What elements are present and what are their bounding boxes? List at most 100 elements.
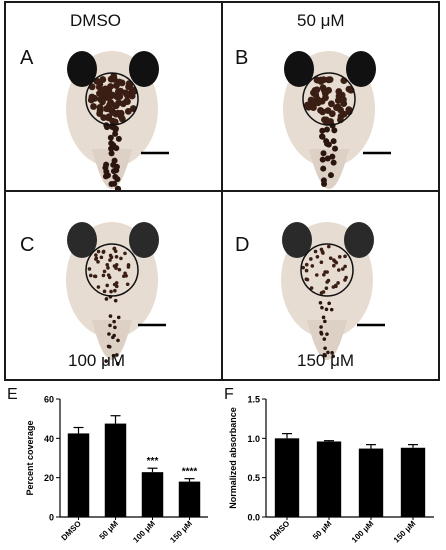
pigment-dot xyxy=(324,155,331,162)
pigment-dot xyxy=(325,76,333,84)
pigment-dot xyxy=(309,286,314,290)
pigment-dot xyxy=(319,84,327,92)
x-tick-label: 150 μM xyxy=(168,519,194,545)
y-axis-label: Normalized absorbance xyxy=(228,407,238,509)
pigment-dot xyxy=(93,274,98,279)
pigment-dot xyxy=(322,272,326,277)
pigment-dot xyxy=(96,285,101,289)
pigment-dot xyxy=(114,254,119,259)
pigment-dot xyxy=(319,108,326,116)
pigment-dot xyxy=(331,127,338,134)
pigment-dot xyxy=(334,97,342,104)
pigment-dot xyxy=(326,244,331,249)
y-tick-label: 1.5 xyxy=(247,395,260,405)
image-panel-b: 50 μM B xyxy=(221,1,440,192)
pigment-dot xyxy=(330,159,337,166)
pigment-dot xyxy=(107,100,115,108)
pigment-dot xyxy=(111,157,118,164)
pigment-dot xyxy=(116,338,120,343)
pigment-dot xyxy=(313,249,318,254)
pigment-dot xyxy=(105,263,110,267)
pigment-dot xyxy=(99,255,104,260)
pigment-dot xyxy=(105,105,113,113)
pigment-dot xyxy=(337,255,342,259)
pigment-dot xyxy=(115,353,119,357)
panel-letter: C xyxy=(20,234,35,256)
pigment-dot xyxy=(112,173,119,180)
pigment-dot xyxy=(102,269,107,274)
pigment-dot xyxy=(110,168,117,175)
pigment-dot xyxy=(320,177,327,184)
pigment-dot xyxy=(116,315,121,320)
y-tick-label: 0.0 xyxy=(247,513,260,523)
pigment-dot xyxy=(319,156,326,163)
pigment-dot xyxy=(125,282,130,287)
larva-trunk xyxy=(92,320,132,360)
pigment-dot xyxy=(304,262,309,267)
y-axis-label: Percent coverage xyxy=(25,420,35,495)
pigment-dot xyxy=(323,346,327,351)
larva-image-dmso xyxy=(66,51,169,190)
x-tick-label: DMSO xyxy=(268,519,291,542)
pigment-dot xyxy=(88,273,93,278)
larva-trunk xyxy=(309,149,349,189)
pigment-dot xyxy=(323,270,327,274)
pigment-dot xyxy=(304,101,311,109)
y-tick-label: 40 xyxy=(44,434,54,444)
pigment-dot xyxy=(313,76,321,84)
pigment-dot xyxy=(113,93,121,101)
pigment-dot xyxy=(112,110,120,118)
pigment-dot xyxy=(322,352,327,357)
pigment-dot xyxy=(128,92,136,100)
eye-right xyxy=(129,51,159,87)
pigment-dot xyxy=(326,350,330,355)
pigment-dot xyxy=(339,96,347,104)
pigment-dot xyxy=(90,103,97,110)
pigment-dot xyxy=(320,76,328,84)
pigment-dot xyxy=(110,75,118,83)
x-tick-label: 150 μM xyxy=(392,519,418,545)
pigment-dot xyxy=(325,332,329,336)
pigment-dot xyxy=(94,256,99,260)
pigment-dot xyxy=(100,114,108,122)
image-panel-c: 100 μM C xyxy=(4,190,223,381)
eye-right xyxy=(344,222,374,258)
pigment-dot xyxy=(315,254,320,259)
bar xyxy=(316,441,342,517)
chart-panel-letter-e: E xyxy=(7,386,18,403)
panel-concentration-label: 150 μM xyxy=(297,351,355,370)
pigment-dot xyxy=(117,87,125,95)
image-panel-d: 150 μM D xyxy=(221,190,440,381)
pigment-dot xyxy=(321,290,326,294)
y-tick-label: 1.0 xyxy=(247,434,260,444)
y-tick-label: 0 xyxy=(49,513,54,523)
pigment-dot xyxy=(115,135,122,142)
pigment-dot xyxy=(328,256,333,260)
pigment-dot xyxy=(102,90,110,97)
roi-circle xyxy=(300,243,354,297)
pigment-dot xyxy=(343,254,347,259)
pigment-dot xyxy=(104,124,111,131)
panel-letter: A xyxy=(20,47,34,69)
pigment-dot xyxy=(122,274,126,279)
pigment-dot xyxy=(336,281,340,285)
pigment-dot xyxy=(328,100,335,108)
pigment-dot xyxy=(94,253,98,257)
pigment-dot xyxy=(112,246,117,251)
pigment-dot xyxy=(323,126,330,133)
pigment-dot xyxy=(111,353,116,358)
pigment-dot xyxy=(327,172,334,179)
panel-letter: D xyxy=(235,234,250,256)
pigment-dot xyxy=(107,134,114,141)
pigment-dot xyxy=(115,99,123,107)
pigment-dot xyxy=(107,332,111,336)
pigment-dot xyxy=(117,267,122,272)
pigment-dot xyxy=(101,273,106,278)
pigment-dot xyxy=(319,133,326,140)
pigment-dot xyxy=(334,260,339,265)
pigment-dot xyxy=(109,255,114,260)
pigment-dot xyxy=(340,110,348,118)
pigment-dot xyxy=(119,256,123,261)
pigment-dot xyxy=(321,251,325,255)
x-tick-label: 50 μM xyxy=(311,519,334,542)
